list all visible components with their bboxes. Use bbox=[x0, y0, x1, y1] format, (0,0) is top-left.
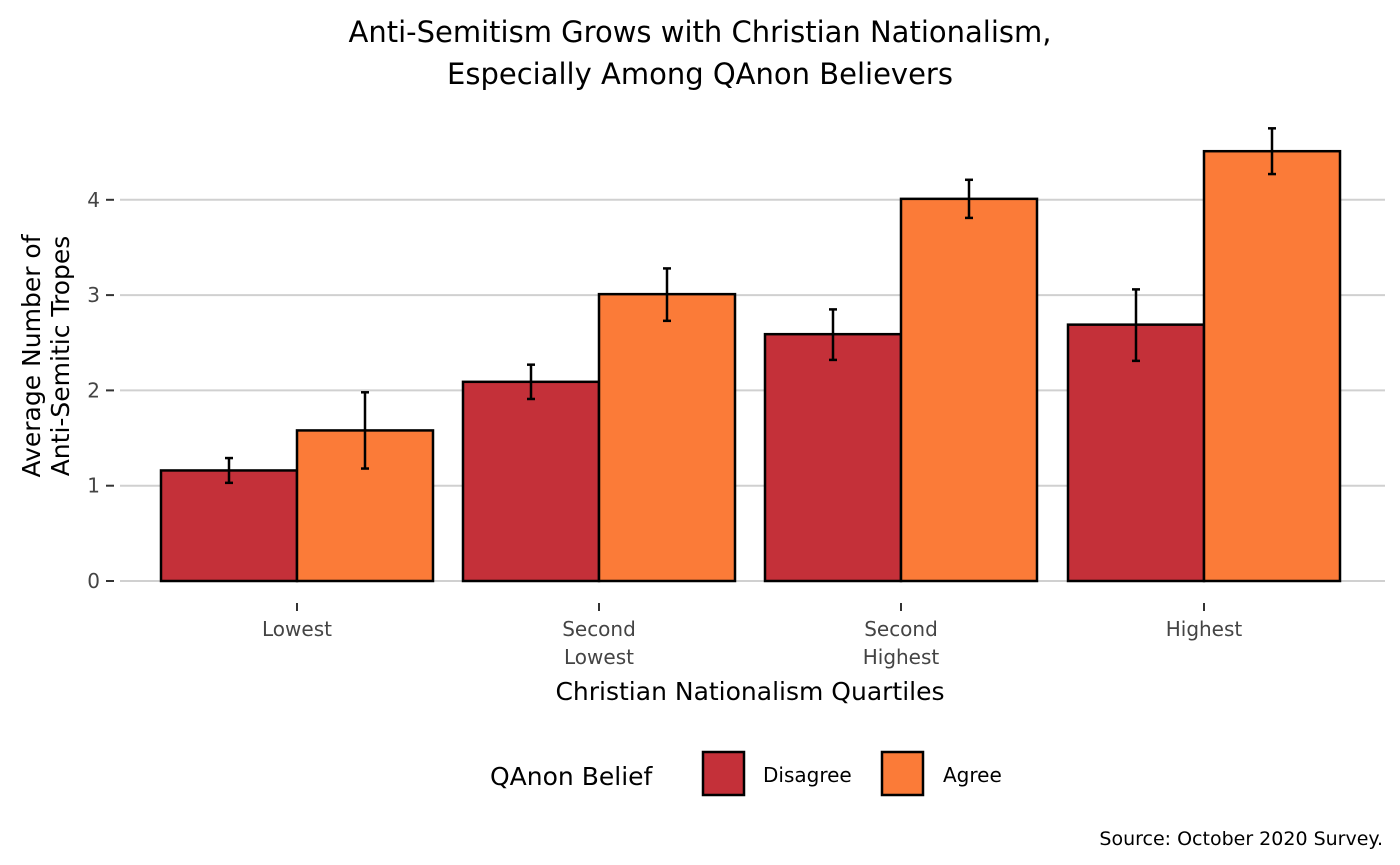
legend-swatch-agree bbox=[880, 750, 925, 797]
error-bar-agree-2 bbox=[965, 178, 973, 220]
x-tick-label: Lowest bbox=[564, 645, 634, 669]
x-tick-label: Highest bbox=[863, 645, 940, 669]
legend: QAnon Belief Disagree Agree bbox=[490, 750, 1002, 797]
chart-title-line-1: Anti-Semitism Grows with Christian Natio… bbox=[349, 15, 1052, 49]
error-bar-disagree-3 bbox=[1132, 288, 1140, 363]
error-bar-agree-0 bbox=[361, 391, 369, 470]
error-bar-disagree-1 bbox=[527, 363, 535, 401]
legend-label-disagree: Disagree bbox=[763, 763, 852, 787]
bars bbox=[159, 149, 1342, 583]
legend-label-agree: Agree bbox=[943, 763, 1002, 787]
y-axis-title-line-1: Average Number of bbox=[17, 233, 46, 477]
bar-disagree-2 bbox=[763, 332, 903, 583]
error-bar-disagree-0 bbox=[225, 456, 233, 485]
error-bar-agree-1 bbox=[663, 267, 671, 323]
chart-title: Anti-Semitism Grows with Christian Natio… bbox=[349, 15, 1052, 91]
x-tick-label: Highest bbox=[1166, 617, 1243, 641]
bar-agree-2 bbox=[899, 197, 1039, 583]
y-tick-label: 0 bbox=[87, 569, 100, 593]
chart-title-line-2: Especially Among QAnon Believers bbox=[447, 57, 953, 91]
source-caption: Source: October 2020 Survey. bbox=[1099, 828, 1383, 850]
legend-title: QAnon Belief bbox=[490, 762, 654, 791]
bar-disagree-3 bbox=[1066, 323, 1206, 583]
y-tick-label: 1 bbox=[87, 474, 100, 498]
x-tick-label: Second bbox=[562, 617, 636, 641]
legend-swatch-disagree bbox=[701, 750, 746, 797]
y-axis-title-line-2: Anti-Semitic Tropes bbox=[46, 236, 75, 477]
y-axis-title: Average Number of Anti-Semitic Tropes bbox=[17, 233, 75, 477]
y-axis: 0 1 2 3 4 bbox=[87, 188, 114, 593]
y-tick-label: 2 bbox=[87, 378, 100, 402]
y-tick-label: 4 bbox=[87, 188, 100, 212]
bar-disagree-1 bbox=[461, 380, 601, 583]
x-tick-label: Second bbox=[864, 617, 938, 641]
error-bars bbox=[225, 127, 1276, 485]
error-bar-agree-3 bbox=[1268, 127, 1276, 176]
bar-agree-1 bbox=[597, 292, 737, 583]
bar-disagree-0 bbox=[159, 469, 299, 583]
error-bar-disagree-2 bbox=[829, 308, 837, 362]
bar-agree-3 bbox=[1202, 149, 1342, 583]
x-axis: Lowest Second Lowest Second Highest Highest bbox=[262, 603, 1242, 669]
x-tick-label: Lowest bbox=[262, 617, 332, 641]
y-tick-label: 3 bbox=[87, 283, 100, 307]
x-axis-title: Christian Nationalism Quartiles bbox=[555, 677, 944, 706]
